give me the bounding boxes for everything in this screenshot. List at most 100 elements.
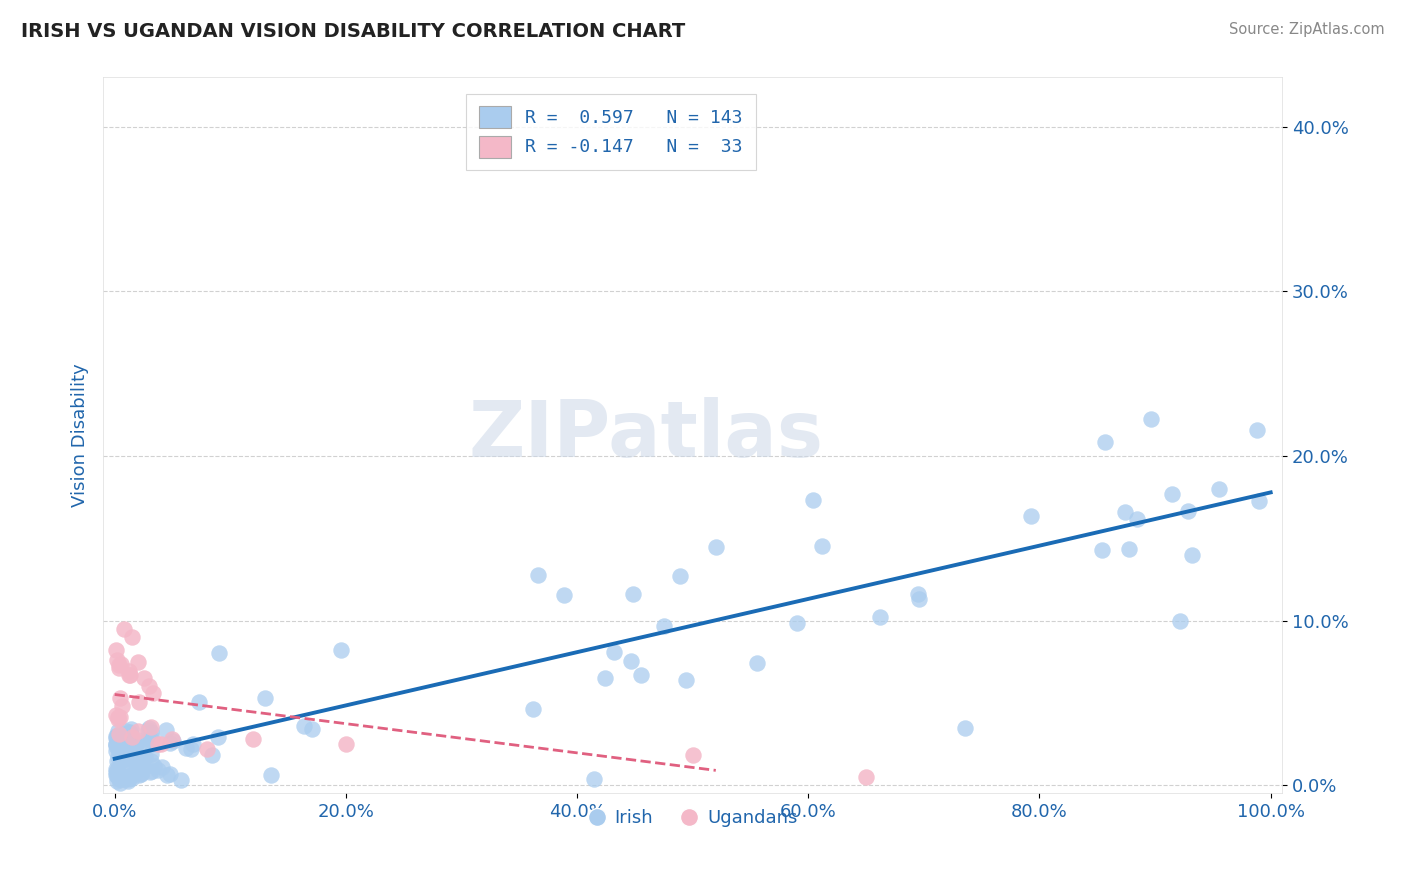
Point [110,657,132,671]
Point [125,738,148,752]
Point [105,729,128,743]
Point [129,753,152,767]
Point [121,630,143,644]
Point [801,492,824,507]
Point [105,754,128,768]
Point [619,654,641,668]
Point [745,656,768,670]
Point [110,731,132,746]
Point [143,758,166,772]
Point [138,721,160,735]
Point [121,771,143,785]
Point [134,750,156,764]
Point [907,592,929,607]
Point [706,541,728,555]
Point [1140,411,1163,425]
Point [630,667,652,681]
Point [107,750,129,764]
Point [129,765,152,780]
Point [253,690,276,705]
Point [105,769,128,783]
Point [118,668,141,682]
Point [120,726,142,740]
Point [621,587,644,601]
Point [132,752,155,766]
Point [104,642,127,657]
Point [114,758,136,772]
Y-axis label: Vision Disability: Vision Disability [72,364,89,508]
Point [136,723,159,738]
Point [139,754,162,768]
Point [139,747,162,761]
Point [107,723,129,738]
Point [125,738,148,752]
Point [104,764,127,779]
Point [114,737,136,751]
Point [162,734,184,748]
Legend: Irish, Ugandans: Irish, Ugandans [581,802,806,834]
Point [162,732,184,747]
Point [786,616,808,631]
Point [132,760,155,774]
Point [111,699,134,714]
Point [111,748,134,763]
Point [111,735,134,749]
Point [104,730,127,744]
Point [583,772,606,786]
Point [810,539,832,553]
Point [104,731,127,746]
Point [108,727,131,741]
Point [593,671,616,685]
Point [104,739,127,753]
Point [104,768,127,782]
Point [1161,487,1184,501]
Point [1208,482,1230,496]
Point [522,701,544,715]
Point [330,643,353,657]
Point [108,709,131,723]
Point [141,764,163,778]
Point [114,772,136,786]
Point [1168,614,1191,628]
Point [242,732,264,747]
Point [112,622,135,636]
Point [682,748,704,763]
Point [527,567,550,582]
Point [159,766,181,780]
Point [141,724,163,739]
Point [138,765,160,780]
Point [115,724,138,739]
Point [1091,543,1114,558]
Point [1249,494,1271,508]
Point [129,736,152,750]
Point [335,737,357,751]
Point [117,770,139,784]
Point [292,719,315,733]
Point [105,737,128,751]
Point [114,741,136,756]
Point [1126,512,1149,526]
Point [652,619,675,633]
Point [110,768,132,782]
Point [120,763,142,777]
Point [105,653,128,667]
Point [107,739,129,754]
Point [120,768,142,782]
Point [114,734,136,748]
Point [855,770,877,784]
Point [180,742,202,756]
Point [1177,504,1199,518]
Point [125,756,148,771]
Point [110,775,132,789]
Point [108,743,131,757]
Point [668,569,690,583]
Point [108,746,131,760]
Point [1094,434,1116,449]
Point [955,721,977,735]
Point [907,587,929,601]
Point [111,747,134,762]
Point [107,742,129,756]
Point [120,668,142,682]
Point [108,730,131,744]
Point [1118,541,1140,556]
